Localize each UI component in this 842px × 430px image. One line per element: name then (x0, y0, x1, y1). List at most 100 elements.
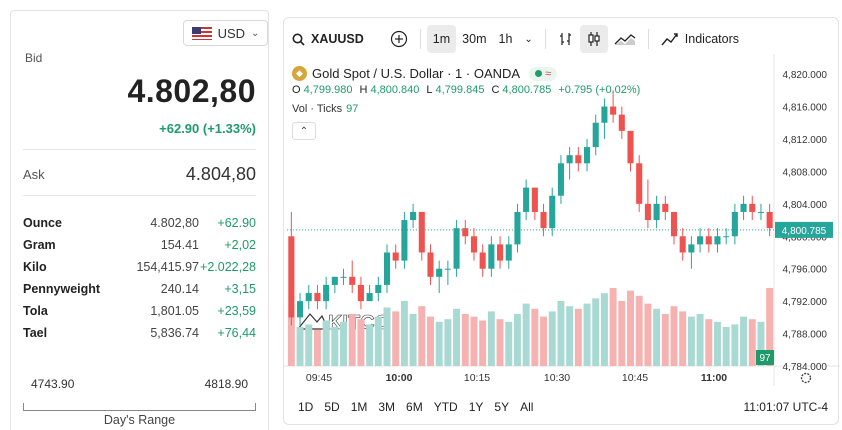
market-status-badge[interactable]: ≈ (529, 66, 558, 81)
divider (23, 195, 256, 196)
candle-body (697, 236, 704, 245)
volume-bar (748, 319, 756, 366)
candle-body (305, 293, 312, 302)
volume-bar (383, 307, 391, 366)
time-tick-label: 09:45 (306, 372, 332, 384)
unit-row-tael: Tael 5,836.74 +76,44 (23, 322, 256, 344)
price-tick-label: 4,812.000 (783, 135, 828, 146)
candle-style-button[interactable] (579, 25, 608, 53)
candle-body (705, 236, 712, 245)
candle-body (470, 236, 478, 253)
volume-bar (618, 301, 626, 366)
timeframe-ytd[interactable]: YTD (433, 400, 458, 414)
indicators-button[interactable]: Indicators (655, 25, 745, 53)
low-label: L (426, 84, 433, 96)
candle-body (653, 203, 660, 221)
candle-body (314, 293, 321, 302)
candle-body (505, 244, 512, 261)
interval-dropdown[interactable]: ⌄ (518, 25, 538, 53)
volume-bar (548, 311, 556, 366)
high-label: H (359, 84, 368, 96)
candle-body (583, 147, 591, 164)
volume-bar (540, 316, 548, 366)
volume-bar (496, 319, 504, 366)
unit-change: +23,59 (217, 304, 256, 318)
interval-30m[interactable]: 30m (462, 32, 487, 46)
candle-body (436, 268, 443, 277)
symbol-search[interactable]: XAUUSD (284, 25, 370, 53)
volume-bar (444, 319, 452, 366)
open-value: 4,799.980 (303, 84, 353, 96)
candle-body (540, 211, 547, 229)
currency-selector[interactable]: USD ⌄ (183, 20, 268, 46)
range-high: 4818.90 (204, 377, 248, 391)
timeframe-1m[interactable]: 1M (350, 400, 368, 414)
unit-price-table: Ounce 4.802,80 +62.90 Gram 154.41 +2,02 … (23, 212, 256, 344)
volume-bar (357, 319, 365, 366)
range-bar (23, 403, 256, 411)
candle-body (592, 122, 599, 148)
unit-price: 154,415.97 (136, 260, 199, 274)
candle-body (366, 293, 373, 302)
gold-coin-icon: ◆ (292, 66, 307, 81)
volume-bar (757, 321, 765, 366)
toolbar-separator (647, 29, 649, 49)
volume-bar (557, 301, 565, 366)
timeframe-1d[interactable]: 1D (298, 400, 314, 414)
legend-title[interactable]: Gold Spot / U.S. Dollar · 1 · OANDA (312, 66, 521, 81)
volume-bar (470, 316, 478, 366)
bid-label: Bid (25, 51, 43, 65)
unit-name: Kilo (23, 260, 47, 274)
candle-body (670, 211, 678, 237)
compare-button[interactable] (384, 25, 414, 53)
candle-body (340, 276, 347, 278)
unit-price: 1,801.05 (150, 304, 199, 318)
price-tick-label: 4,788.000 (783, 330, 828, 341)
volume-bar (566, 306, 574, 366)
candle-body (444, 268, 451, 270)
timeframe-5y[interactable]: 5Y (494, 400, 510, 414)
last-volume-badge (756, 350, 774, 365)
unit-name: Gram (23, 238, 56, 252)
volume-bar (713, 321, 721, 366)
volume-bar (348, 314, 356, 366)
candle-body (427, 252, 434, 277)
collapse-legend-button[interactable]: ⌃ (292, 122, 316, 140)
candle-body (453, 228, 460, 269)
candle-body (383, 252, 391, 285)
volume-bar (661, 314, 669, 366)
volume-bar (453, 308, 461, 366)
timeframe-6m[interactable]: 6M (406, 400, 423, 414)
volume-label[interactable]: Vol · Ticks (292, 103, 343, 115)
price-tick-label: 4,820.000 (783, 70, 828, 81)
timeframe-all[interactable]: All (520, 400, 534, 414)
candle-body (288, 236, 295, 318)
candle-body (757, 211, 764, 213)
market-open-icon (535, 70, 543, 77)
area-style-button[interactable] (608, 25, 642, 53)
interval-1m[interactable]: 1m (426, 25, 457, 53)
unit-change: +2,02 (224, 238, 256, 252)
timeframe-5d[interactable]: 5D (324, 400, 340, 414)
timeframe-3m[interactable]: 3M (378, 400, 396, 414)
interval-1h[interactable]: 1h (498, 32, 513, 46)
candle-body (627, 130, 634, 164)
price-chart[interactable]: 4,820.000 4,816.000 4,812.000 4,808.000 4,80… (284, 18, 840, 426)
divider (23, 149, 256, 150)
bar-style-button[interactable] (552, 25, 580, 53)
timeframe-1y[interactable]: 1Y (468, 400, 484, 414)
unit-name: Pennyweight (23, 282, 101, 296)
price-tick-label: 4,816.000 (783, 103, 828, 114)
volume-bar (696, 314, 704, 366)
volume-bar (679, 311, 687, 366)
volume-bar (766, 288, 774, 366)
price-tick-label: 4,808.000 (783, 167, 828, 178)
unit-price: 240.14 (160, 282, 199, 296)
chart-clock[interactable]: 11:01:07 UTC-4 (743, 400, 829, 414)
candle-body (523, 187, 530, 212)
candle-body (749, 203, 756, 212)
candle-body (662, 203, 669, 212)
candle-body (636, 163, 643, 204)
candle-body (401, 220, 408, 261)
candle-body (740, 203, 747, 212)
